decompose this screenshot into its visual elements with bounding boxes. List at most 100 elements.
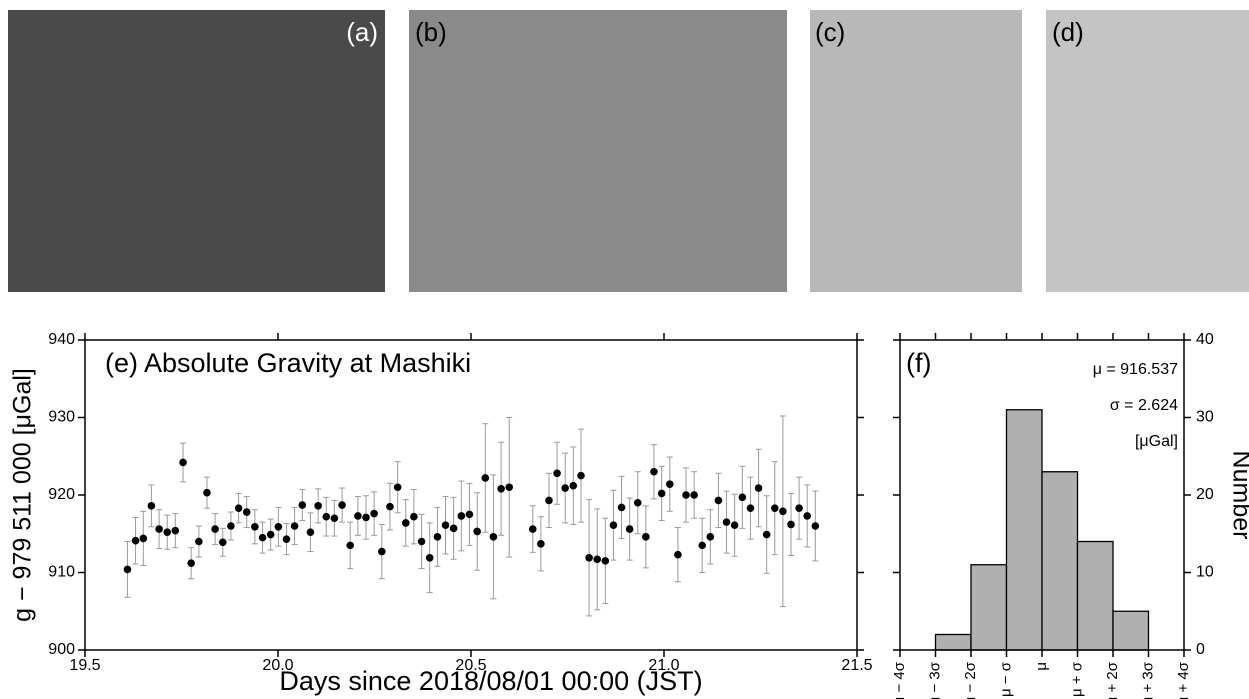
point <box>722 518 731 526</box>
point <box>266 530 275 539</box>
point <box>674 550 682 559</box>
point <box>714 496 723 505</box>
point <box>617 503 626 512</box>
point <box>770 504 779 512</box>
point <box>203 488 211 497</box>
x-tick-label: 20.0 <box>262 657 293 674</box>
point <box>665 480 674 488</box>
x-tick-label: μ + 2σ <box>1104 661 1121 699</box>
x-tick-label: μ − 2σ <box>962 661 979 699</box>
plot-frame <box>84 339 858 651</box>
x-tick-label: μ <box>1033 662 1050 671</box>
x-tick-label: 19.5 <box>69 657 100 674</box>
y-tick-label: 900 <box>48 641 75 658</box>
bar <box>934 633 972 651</box>
point <box>346 541 354 550</box>
point <box>187 559 195 567</box>
y-tick-label: 920 <box>48 486 75 503</box>
x-tick-label: μ − 4σ <box>891 661 908 699</box>
point <box>386 502 394 511</box>
point <box>754 484 763 492</box>
point <box>545 496 553 505</box>
point <box>569 481 578 490</box>
x-tick-label: μ − σ <box>997 661 1014 697</box>
point <box>633 498 642 507</box>
point <box>338 501 346 509</box>
point <box>528 525 537 533</box>
point <box>811 522 820 530</box>
bar <box>1076 540 1114 651</box>
annotation: [μGal] <box>1135 433 1178 450</box>
point <box>425 553 434 562</box>
point <box>417 537 426 546</box>
annotation: σ = 2.624 <box>1110 397 1178 414</box>
point <box>147 502 156 510</box>
chart-title: (e) Absolute Gravity at Mashiki <box>105 348 471 378</box>
y-axis-label: Number <box>1227 451 1249 540</box>
photo <box>409 10 787 292</box>
bar <box>1041 471 1079 651</box>
x-tick-label: μ + 4σ <box>1175 661 1192 699</box>
point <box>489 533 498 541</box>
x-tick-label: 20.5 <box>455 657 486 674</box>
point <box>803 512 812 520</box>
point <box>441 521 450 530</box>
point <box>795 504 803 512</box>
point <box>251 522 259 531</box>
point <box>354 512 362 520</box>
point <box>746 504 755 512</box>
point <box>577 471 585 480</box>
point <box>609 521 618 530</box>
point <box>330 514 339 523</box>
point <box>410 512 418 521</box>
point <box>642 533 650 541</box>
point <box>601 557 610 565</box>
point <box>762 530 771 539</box>
point <box>433 533 442 541</box>
point <box>481 474 490 482</box>
point <box>258 533 267 542</box>
point <box>682 491 690 499</box>
point <box>378 547 386 556</box>
point <box>779 507 787 516</box>
point <box>393 483 402 492</box>
point <box>306 528 315 536</box>
panel-label: (c) <box>815 17 845 47</box>
point <box>362 513 370 522</box>
point <box>690 491 698 499</box>
point <box>370 509 378 518</box>
bar <box>1005 409 1043 651</box>
point <box>234 504 243 512</box>
point <box>497 485 505 493</box>
point <box>219 538 227 547</box>
point <box>290 522 299 530</box>
photo <box>8 10 385 292</box>
point <box>274 522 283 531</box>
x-tick-label: μ + 3σ <box>1139 661 1156 699</box>
y-tick-label: 30 <box>1196 409 1214 426</box>
y-tick-label: 930 <box>48 409 75 426</box>
point <box>282 535 291 543</box>
point <box>657 489 666 498</box>
point <box>706 533 715 541</box>
point <box>730 521 739 530</box>
point <box>322 512 331 521</box>
point <box>401 519 410 527</box>
chart-title: (f) <box>906 348 931 378</box>
y-axis-label: g − 979 511 000 [μGal] <box>9 368 37 622</box>
y-tick-label: 0 <box>1196 641 1205 658</box>
point <box>585 553 593 562</box>
x-tick-label: μ − 3σ <box>926 661 943 699</box>
point <box>195 537 203 546</box>
bar <box>970 564 1008 651</box>
point <box>131 536 140 545</box>
annotation: μ = 916.537 <box>1093 361 1178 378</box>
point <box>473 527 481 536</box>
x-axis-label: Days since 2018/08/01 00:00 (JST) <box>279 666 702 696</box>
point <box>179 458 187 467</box>
bar <box>1112 610 1150 651</box>
point <box>561 484 569 492</box>
x-tick-label: μ + σ <box>1068 661 1085 697</box>
point <box>465 510 474 519</box>
